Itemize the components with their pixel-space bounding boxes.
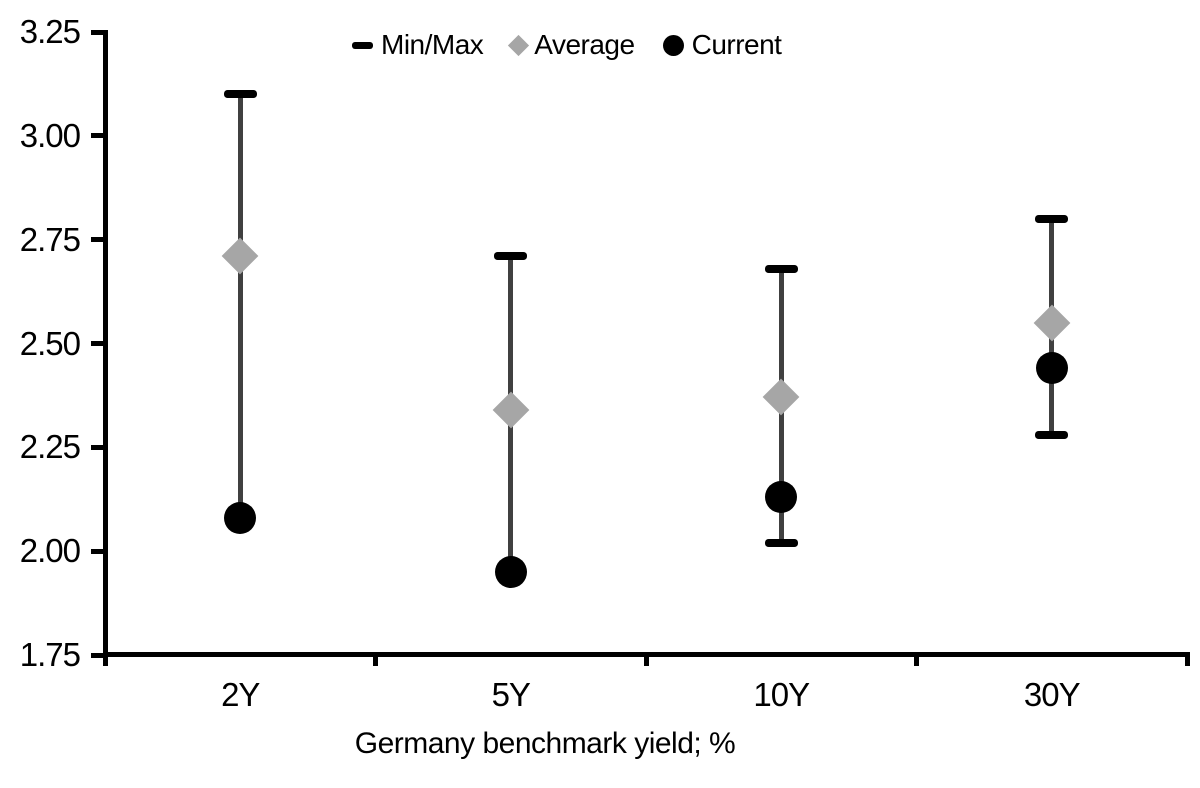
diamond-icon	[508, 34, 530, 56]
current-marker	[224, 501, 257, 534]
legend: Min/Max Average Current	[352, 27, 782, 63]
current-marker	[1035, 352, 1068, 385]
max-cap	[1035, 214, 1069, 223]
range-line	[237, 94, 243, 518]
y-tick-label: 3.25	[19, 13, 81, 50]
y-tick-label: 2.25	[19, 428, 81, 466]
x-tick	[643, 652, 649, 666]
category-label: 5Y	[491, 676, 531, 713]
average-marker	[762, 379, 800, 416]
y-tick	[91, 133, 105, 139]
average-marker	[492, 391, 530, 429]
current-marker	[494, 555, 527, 588]
current-marker	[765, 481, 798, 514]
y-tick-label: 1.75	[19, 636, 81, 673]
y-tick-label: 2.50	[19, 324, 81, 362]
circle-icon	[662, 34, 684, 56]
max-cap	[494, 252, 528, 261]
average-marker	[221, 237, 259, 275]
y-tick	[91, 548, 105, 554]
x-tick	[914, 652, 919, 666]
y-tick	[91, 341, 105, 346]
max-cap	[223, 90, 257, 99]
min-cap	[764, 538, 798, 547]
legend-label-current: Current	[691, 29, 782, 60]
dash-icon	[352, 41, 373, 49]
legend-item-minmax: Min/Max	[352, 29, 484, 61]
category-label: 2Y	[221, 676, 260, 713]
y-tick	[91, 29, 105, 35]
legend-label-minmax: Min/Max	[381, 29, 484, 60]
y-tick-label: 2.00	[19, 532, 81, 570]
average-marker	[1033, 304, 1071, 342]
legend-item-average: Average	[508, 29, 635, 61]
x-axis-title: Germany benchmark yield; %	[354, 727, 736, 760]
x-tick	[1184, 652, 1190, 666]
y-tick-label: 2.75	[19, 220, 81, 258]
y-tick	[91, 444, 105, 450]
min-cap	[1035, 430, 1069, 439]
x-tick	[373, 652, 378, 666]
category-label: 10Y	[753, 676, 810, 713]
category-label: 30Y	[1023, 676, 1081, 713]
y-tick	[91, 237, 105, 243]
y-tick	[91, 652, 105, 658]
legend-item-current: Current	[662, 29, 782, 61]
y-axis	[102, 30, 108, 657]
max-cap	[764, 264, 798, 273]
x-tick	[102, 652, 108, 666]
legend-label-average: Average	[534, 29, 635, 60]
y-tick-label: 3.00	[19, 116, 81, 154]
